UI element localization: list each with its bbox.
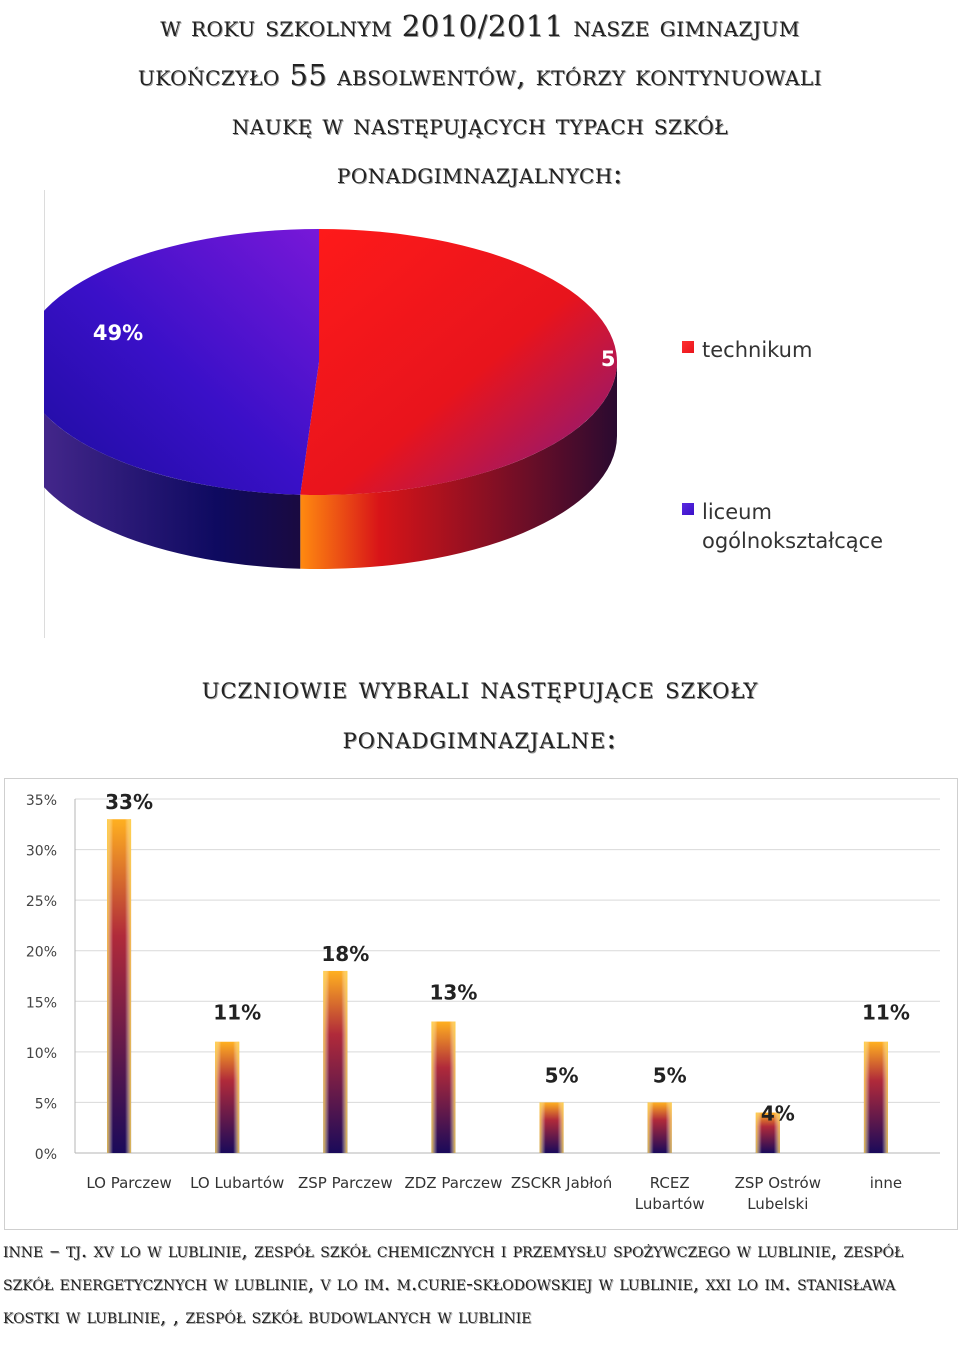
- bar-data-label-1: 33%: [105, 790, 153, 814]
- bar-highlight-7: [755, 1112, 780, 1153]
- bar-data-label-4: 13%: [430, 981, 478, 1005]
- x-category-label: LO Parczew: [86, 1174, 171, 1192]
- legend-swatch-liceum: [682, 503, 694, 515]
- bar-highlight-4: [431, 1021, 456, 1153]
- x-category-label: Lubelski: [747, 1195, 808, 1213]
- sub-title-line-1: UCZNIOWIE WYBRALI NASTĘPUJĄCE SZKOŁY: [201, 671, 759, 706]
- pie-slice-side-2: [44, 413, 301, 569]
- y-tick-label: 25%: [26, 894, 57, 910]
- footnote: INNE – TJ. XV LO W LUBLINIE, ZESPÓŁ SZKÓ…: [3, 1238, 904, 1328]
- x-category-label: inne: [870, 1174, 902, 1192]
- bar-highlight-3: [323, 970, 348, 1153]
- bar-highlight-5: [539, 1102, 564, 1153]
- y-tick-label: 20%: [26, 945, 57, 961]
- bar-data-label-8: 11%: [862, 1001, 910, 1025]
- legend-label-liceum: liceum ogólnokształcące: [702, 500, 884, 553]
- bar-data-label-5: 5%: [545, 1063, 579, 1087]
- main-title-line-4: PONADGIMNAZJALNYCH:: [336, 156, 624, 190]
- x-category-label: ZSCKR Jabłoń: [511, 1174, 612, 1192]
- x-category-label: ZSP Parczew: [298, 1174, 393, 1192]
- bar-data-label-7: 4%: [761, 1102, 795, 1126]
- y-tick-label: 30%: [26, 844, 57, 860]
- y-tick-label: 10%: [26, 1046, 57, 1062]
- y-tick-label: 5%: [35, 1096, 57, 1112]
- bar-highlight-6: [647, 1102, 672, 1153]
- y-tick-label: 35%: [26, 793, 57, 809]
- sub-title: UCZNIOWIE WYBRALI NASTĘPUJĄCE SZKOŁY PONA…: [0, 664, 960, 764]
- pie-data-label-liceum: 49%: [93, 321, 143, 345]
- legend-entry-liceum: liceum ogólnokształcące: [682, 498, 902, 556]
- bar-data-label-6: 5%: [653, 1063, 687, 1087]
- bar-highlight-2: [215, 1041, 240, 1153]
- bar-data-label-3: 18%: [321, 942, 369, 966]
- pie-slice-liceum: [44, 229, 319, 495]
- main-title-line-3: NAUKĘ W NASTĘPUJĄCYCH TYPACH SZKÓŁ: [231, 107, 729, 141]
- x-category-label: Lubartów: [635, 1195, 705, 1213]
- pie-data-label-technikum: 51%: [601, 347, 651, 371]
- pie-chart: 51% 49% technikum liceum ogólnokształcące: [44, 190, 944, 640]
- bar-data-label-2: 11%: [213, 1001, 261, 1025]
- pie-slice-technikum: [300, 229, 618, 495]
- x-category-label: ZSP Ostrów: [735, 1174, 821, 1192]
- sub-title-line-2: PONADGIMNAZJALNE:: [342, 721, 618, 756]
- pie-slice-side-1: [300, 362, 617, 569]
- main-title-line-2: UKOŃCZYŁO 55 ABSOLWENTÓW, KTÓRZY KONTYNU…: [137, 58, 823, 92]
- x-category-label: RCEZ: [650, 1174, 690, 1192]
- y-tick-label: 0%: [35, 1147, 57, 1163]
- main-title: W ROKU SZKOLNYM 2010/2011 NASZE GIMNAZJU…: [0, 2, 960, 198]
- legend-label-technikum: technikum: [702, 338, 813, 362]
- bar-chart: 0% 5% 10% 15% 20% 25% 30% 35% 33% LO Parczew 11% LO…: [4, 778, 958, 1230]
- legend-entry-technikum: technikum: [682, 336, 812, 365]
- bar-highlight-8: [863, 1041, 888, 1153]
- x-category-label: LO Lubartów: [190, 1174, 284, 1192]
- legend-swatch-technikum: [682, 341, 694, 353]
- main-title-line-1: W ROKU SZKOLNYM 2010/2011 NASZE GIMNAZJU…: [160, 9, 800, 43]
- y-tick-label: 15%: [26, 995, 57, 1011]
- bar-highlight-1: [107, 819, 132, 1153]
- x-category-label: ZDZ Parczew: [404, 1174, 502, 1192]
